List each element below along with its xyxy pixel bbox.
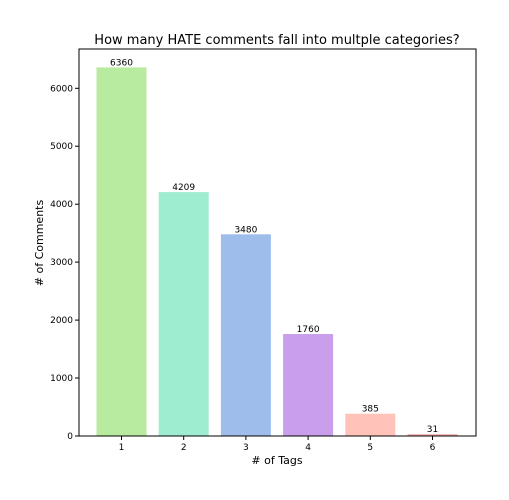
x-tick-label-1: 1	[119, 443, 125, 453]
plot-frame	[78, 48, 477, 437]
bar-value-label-2: 4209	[172, 183, 195, 193]
y-tick-label-3000: 3000	[50, 258, 73, 268]
bar-1	[96, 67, 147, 437]
bar-value-label-3: 3480	[234, 225, 257, 235]
y-tick-label-4000: 4000	[50, 200, 73, 210]
bar-value-label-1: 6360	[110, 58, 133, 68]
bar-3	[220, 234, 271, 436]
x-tick-label-2: 2	[181, 443, 187, 453]
y-axis: 0 1000 2000 3000 4000 5000 6000	[50, 84, 79, 442]
x-tick-label-3: 3	[243, 443, 249, 453]
bar-value-label-5: 385	[362, 405, 379, 415]
bar-6	[407, 434, 458, 436]
y-axis-label: # of Comments	[33, 200, 46, 287]
bar-4	[283, 334, 334, 436]
y-tick-label-1000: 1000	[50, 374, 73, 384]
y-tick-label-6000: 6000	[50, 84, 73, 94]
bar-5	[345, 413, 396, 436]
x-tick-label-6: 6	[430, 443, 436, 453]
x-tick-label-4: 4	[305, 443, 311, 453]
chart-title: How many HATE comments fall into multple…	[94, 33, 459, 48]
y-tick-label-0: 0	[67, 432, 73, 442]
bar-value-label-6: 31	[427, 425, 438, 435]
bar-value-label-4: 1760	[297, 325, 320, 335]
y-tick-label-2000: 2000	[50, 316, 73, 326]
bars-layer	[96, 67, 458, 437]
bar-labels-layer: 6360 4209 3480 1760 385 31	[110, 58, 438, 435]
x-axis-label: # of Tags	[251, 454, 302, 467]
y-tick-label-5000: 5000	[50, 142, 73, 152]
x-axis: 1 2 3 4 5 6	[119, 436, 436, 453]
x-tick-label-5: 5	[367, 443, 373, 453]
bar-2	[158, 192, 209, 436]
